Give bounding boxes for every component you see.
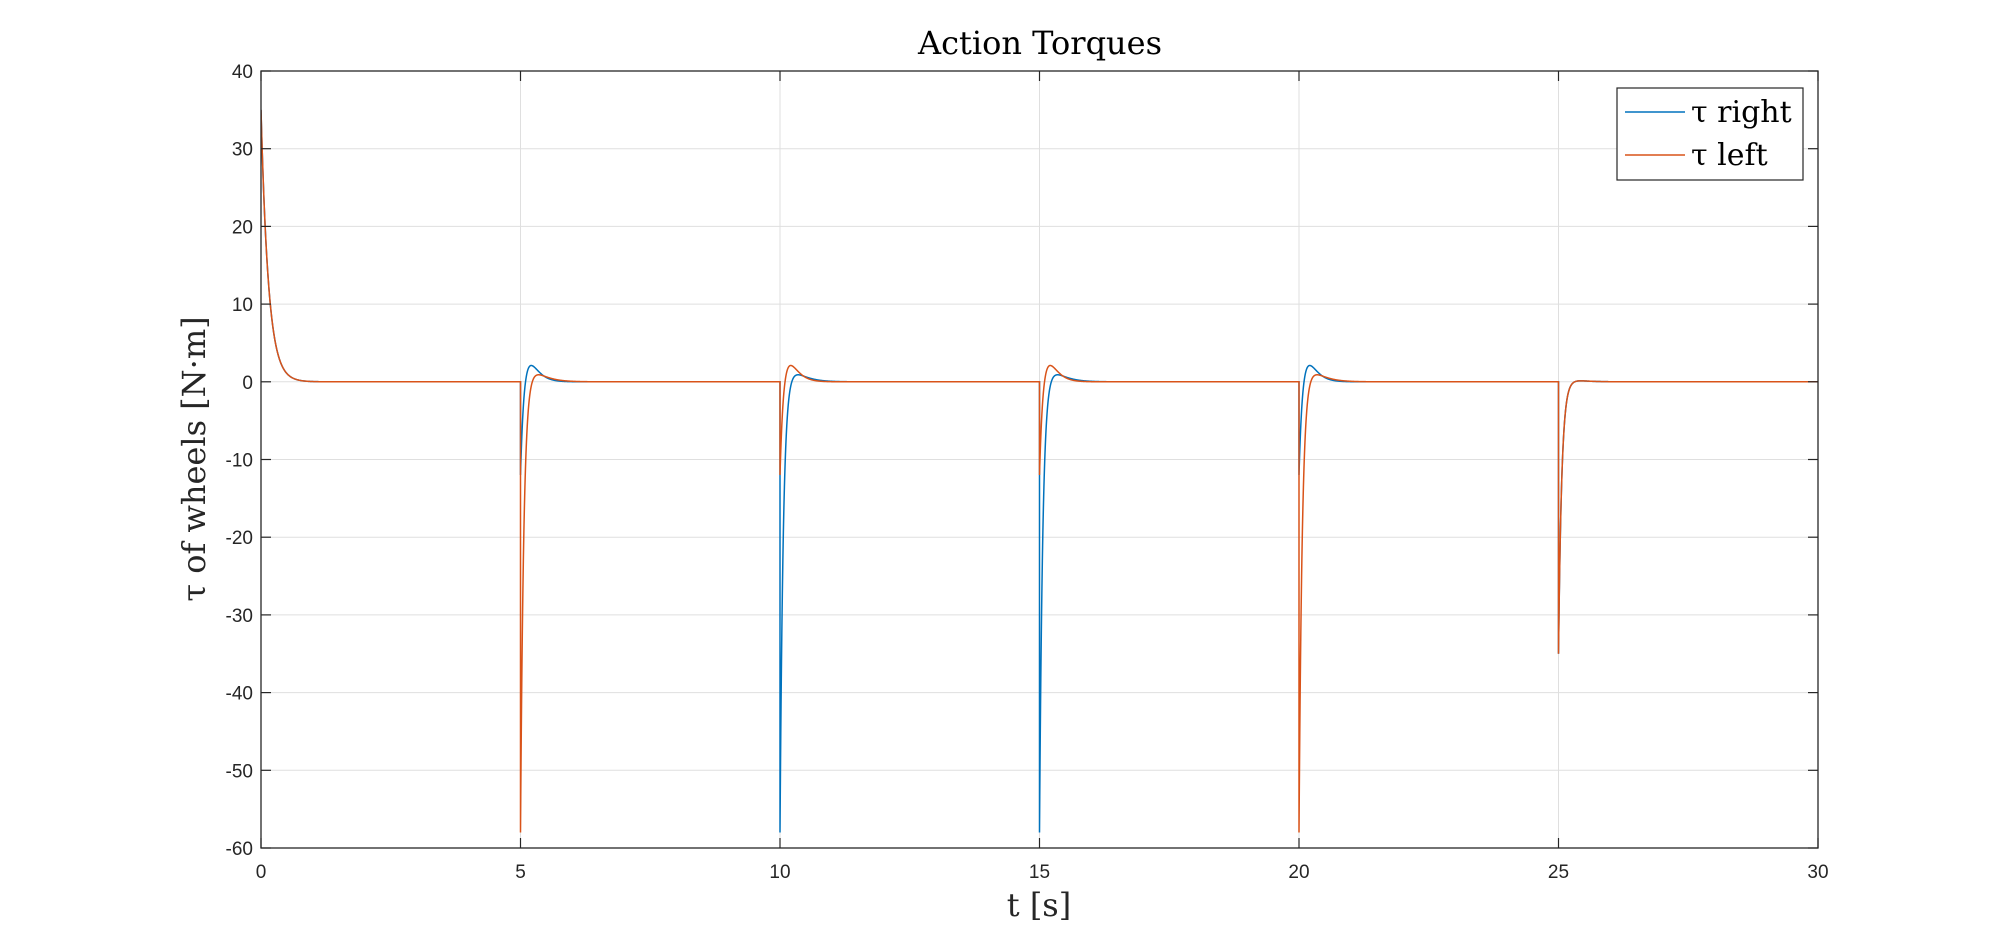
x-tick-label: 5	[515, 862, 526, 883]
y-tick-label: 30	[232, 140, 253, 161]
y-tick-label: 20	[232, 217, 253, 238]
y-tick-label: -50	[226, 761, 253, 782]
x-tick-label: 0	[256, 862, 267, 883]
y-axis-label: τ of wheels [N·m]	[175, 316, 213, 601]
y-tick-label: -40	[226, 684, 253, 705]
x-tick-label: 25	[1548, 862, 1569, 883]
chart-title: Action Torques	[917, 24, 1162, 62]
x-tick-labels: 0 5 10 15 20 25 30	[256, 862, 1829, 883]
x-tick-label: 30	[1807, 862, 1828, 883]
y-tick-label: -60	[226, 839, 253, 860]
legend-label-left: τ left	[1691, 138, 1768, 173]
y-tick-labels: 40 30 20 10 0 -10 -20 -30 -40 -50 -60	[226, 62, 253, 860]
x-axis-label: t [s]	[1007, 886, 1071, 924]
plot-area	[261, 109, 1818, 833]
y-tick-label: -20	[226, 528, 253, 549]
y-tick-label: -30	[226, 606, 253, 627]
legend-label-right: τ right	[1691, 95, 1792, 130]
y-tick-label: -10	[226, 451, 253, 472]
x-tick-label: 15	[1029, 862, 1050, 883]
series-line-tau-left	[261, 109, 1818, 833]
legend-box	[1616, 87, 1804, 181]
y-tick-label: 40	[232, 62, 253, 83]
series-group	[261, 109, 1818, 833]
y-tick-label: 10	[232, 295, 253, 316]
x-tick-label: 20	[1288, 862, 1309, 883]
x-tick-label: 10	[769, 862, 790, 883]
ticks	[260, 70, 1819, 849]
y-tick-label: 0	[242, 373, 253, 394]
legend: τ right τ left	[1616, 87, 1804, 181]
